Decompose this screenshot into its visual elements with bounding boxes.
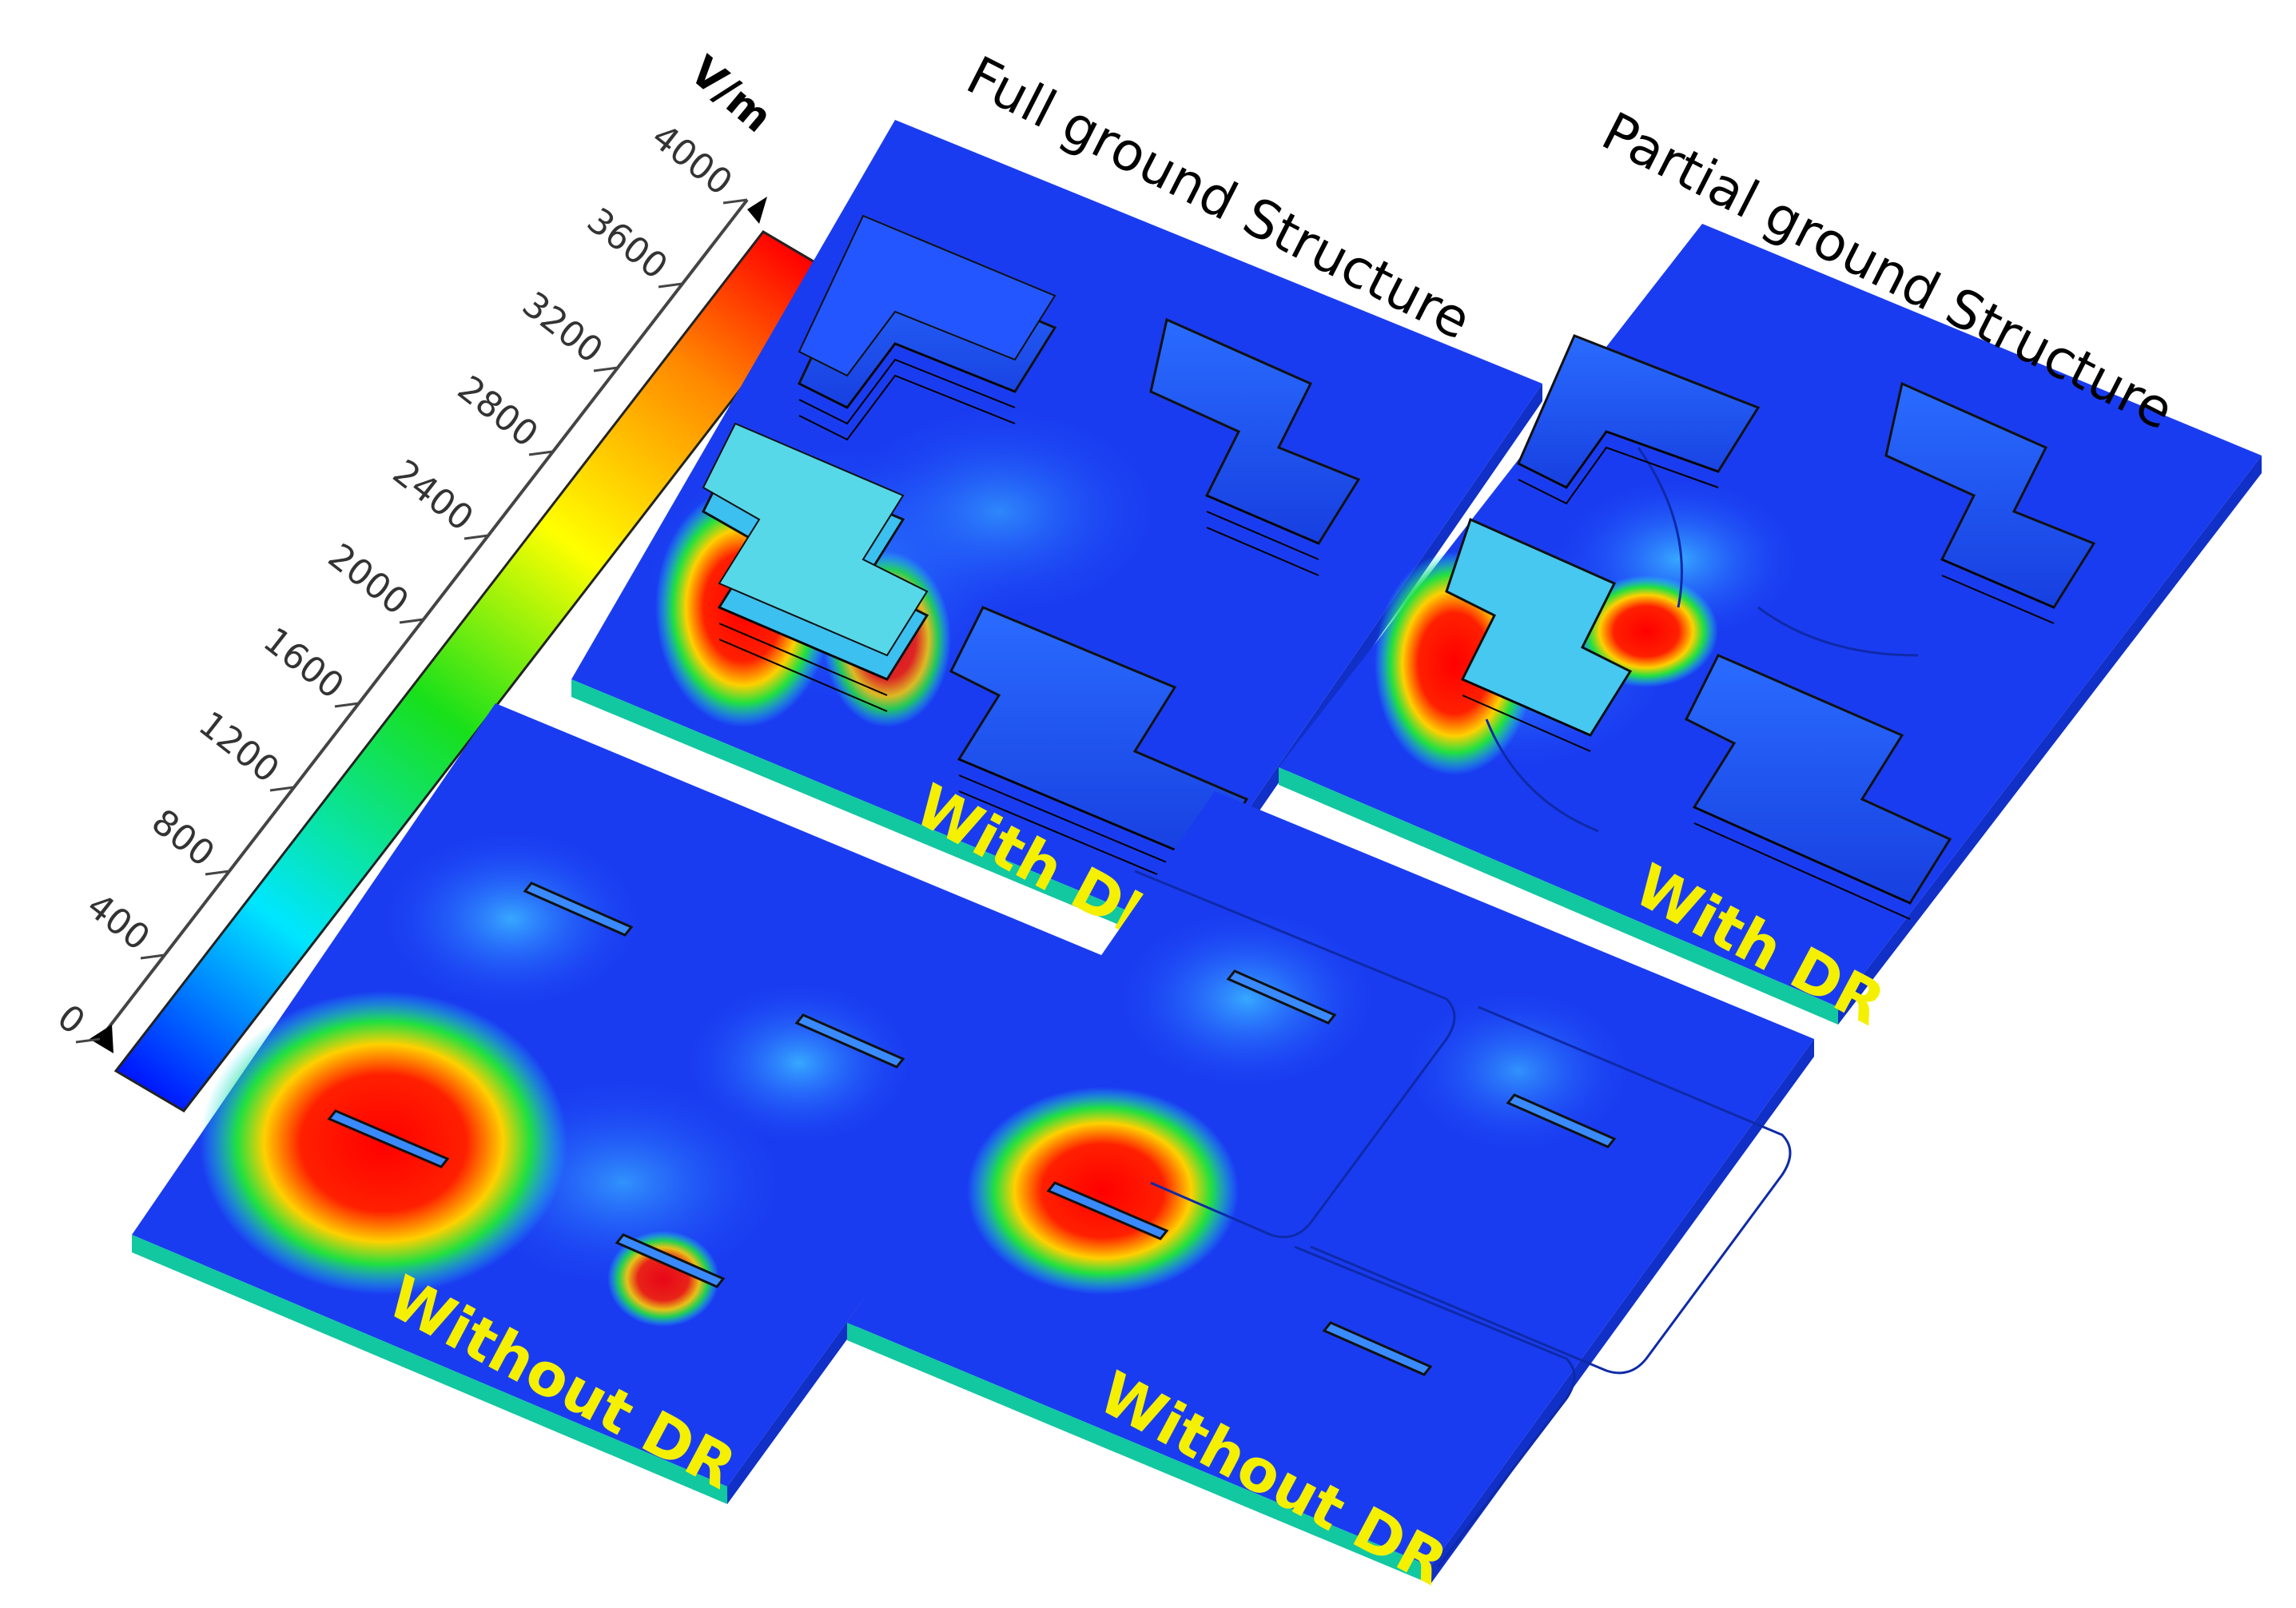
colorbar-tick-label: 1200: [191, 704, 287, 791]
colorbar-tick: [722, 198, 748, 205]
colorbar-tick: [269, 786, 295, 792]
colorbar-tick: [528, 450, 554, 456]
colorbar-tick: [75, 1037, 101, 1044]
colorbar-min-marker-icon: [90, 1025, 113, 1053]
colorbar-tick-label: 400: [79, 886, 157, 959]
panel-partial-with-dr: With DR: [1279, 224, 2262, 1039]
colorbar-tick-label: 4000: [644, 117, 740, 204]
colorbar-tick: [464, 534, 489, 540]
colorbar-tick-label: 2800: [450, 368, 546, 456]
colorbar-max-marker-icon: [747, 197, 767, 224]
colorbar-unit: V/m: [681, 47, 781, 142]
colorbar-tick: [658, 282, 683, 289]
colorbar-tick: [593, 366, 619, 372]
colorbar-tick-label: 2000: [320, 536, 416, 623]
colorbar-tick-label: 2400: [385, 452, 481, 539]
colorbar-tick-label: 3200: [515, 285, 611, 372]
dr-block: [702, 422, 929, 681]
colorbar-tick: [205, 870, 230, 876]
panel-full-with-dr: With DR: [571, 120, 1542, 959]
colorbar-tick-label: 0: [50, 997, 92, 1042]
colorbar-tick: [140, 953, 165, 960]
colorbar-tick-label: 1600: [256, 620, 352, 707]
colorbar-fill: [116, 232, 831, 1111]
colorbar-tick-label: 800: [144, 802, 222, 875]
colorbar-tick: [334, 702, 360, 708]
colorbar-tick-label: 3600: [579, 201, 675, 288]
colorbar-tick: [399, 618, 424, 624]
panel-partial-without-dr: Without DR: [847, 791, 1814, 1598]
